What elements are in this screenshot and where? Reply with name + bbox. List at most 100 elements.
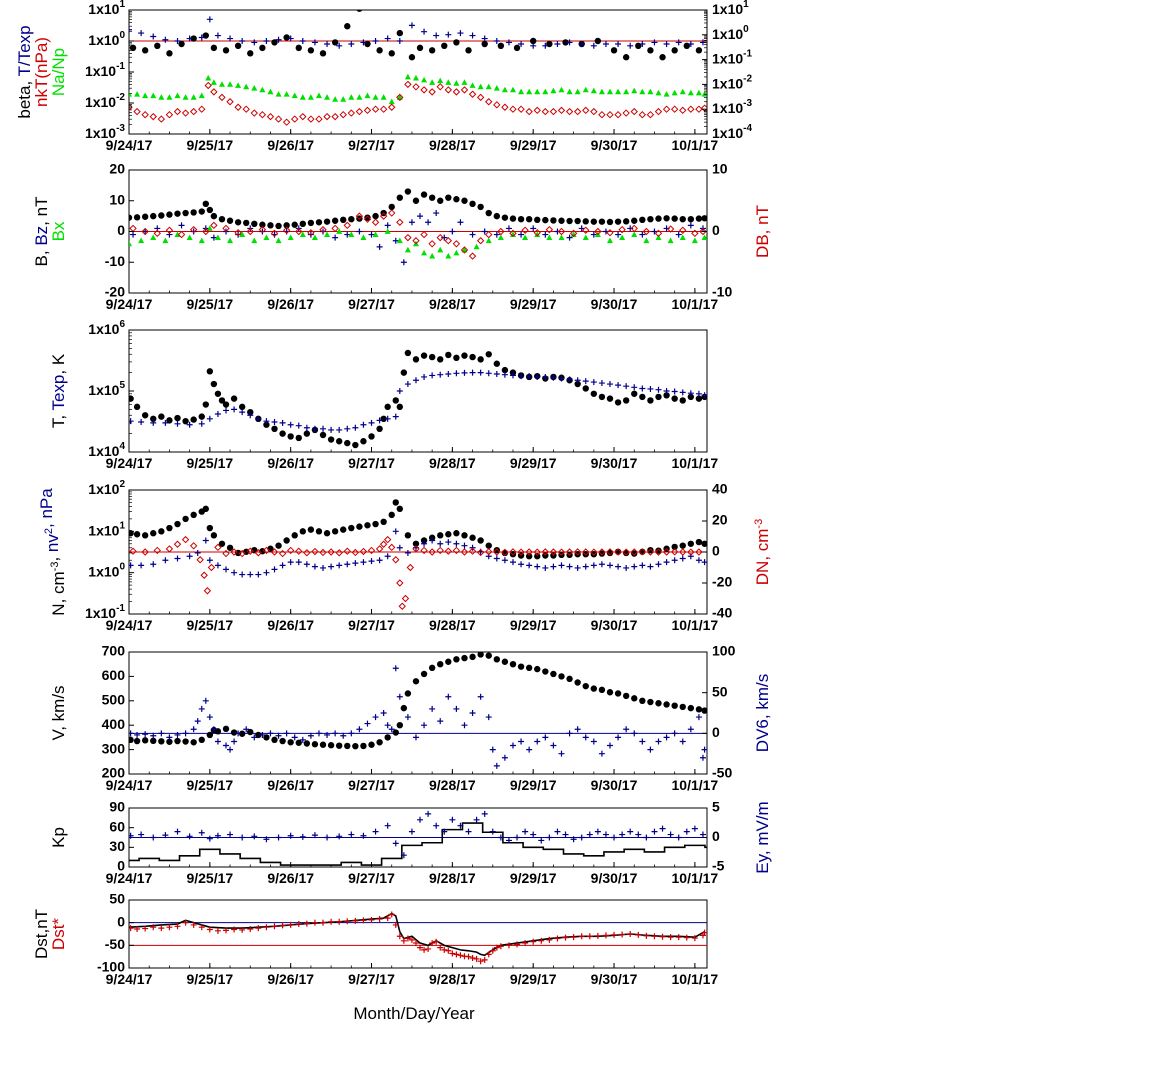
data-point: [687, 105, 695, 113]
x-tick-label: 9/24/17: [106, 777, 153, 793]
series-1: [129, 369, 707, 433]
y2-axis-label: DV6, km/s: [753, 674, 772, 752]
data-point: [404, 381, 411, 388]
data-point: [286, 546, 295, 555]
data-point: [412, 237, 420, 245]
data-point: [129, 44, 137, 52]
data-point: [420, 352, 428, 359]
x-tick-label: 9/27/17: [348, 870, 395, 886]
data-point: [275, 834, 282, 841]
data-point: [546, 234, 553, 241]
data-point: [485, 370, 492, 377]
data-point: [129, 26, 132, 33]
data-point: [453, 530, 460, 537]
data-point: [267, 730, 274, 737]
data-point: [631, 550, 638, 557]
data-point: [701, 215, 707, 222]
data-point: [460, 548, 469, 556]
data-point: [493, 85, 500, 91]
data-point: [158, 94, 165, 100]
data-point: [368, 231, 375, 238]
data-point: [565, 107, 574, 116]
data-point: [380, 518, 387, 526]
data-point: [412, 940, 419, 947]
data-point: [250, 109, 259, 117]
data-point: [388, 98, 395, 105]
data-point: [202, 227, 210, 236]
data-point: [129, 240, 132, 247]
data-point: [476, 93, 485, 102]
data-point: [670, 105, 679, 113]
panel-beta: 9/24/17 9/25/17 9/26/17 9/27/17 9/28/17 9/29/…: [15, 0, 752, 153]
data-point: [530, 831, 537, 838]
data-point: [315, 730, 322, 737]
data-point: [299, 833, 306, 840]
data-point: [514, 834, 521, 841]
data-point: [655, 89, 662, 96]
data-point: [158, 413, 165, 420]
data-point: [190, 94, 197, 100]
data-point: [631, 384, 638, 391]
data-point: [679, 548, 687, 556]
data-point: [364, 522, 371, 529]
data-point: [485, 714, 492, 721]
data-point: [639, 562, 646, 569]
data-point: [158, 738, 165, 745]
data-point: [315, 115, 323, 123]
data-point: [251, 237, 258, 244]
data-point: [149, 112, 157, 121]
data-point: [412, 377, 419, 384]
y-axis-label-line: V, km/s: [49, 685, 68, 740]
data-point: [238, 403, 246, 411]
data-point: [376, 557, 383, 564]
data-point: [610, 47, 618, 54]
data-point: [590, 231, 597, 238]
y-tick-label: 10: [109, 191, 125, 207]
data-point: [606, 237, 613, 244]
data-point: [501, 371, 508, 378]
data-point: [598, 550, 606, 557]
data-point: [174, 210, 181, 217]
data-point: [679, 234, 686, 241]
data-point: [578, 933, 585, 940]
data-point: [259, 221, 266, 228]
data-point: [578, 834, 585, 841]
x-tick-label: 9/24/17: [106, 137, 153, 153]
data-point: [534, 563, 541, 570]
data-point: [525, 553, 533, 560]
data-point: [258, 225, 267, 234]
data-point: [291, 115, 299, 123]
data-point: [663, 392, 670, 399]
data-point: [441, 828, 448, 835]
data-point: [150, 924, 157, 931]
data-point: [699, 227, 707, 236]
data-point: [408, 22, 415, 29]
data-point: [287, 234, 294, 241]
data-point: [542, 88, 549, 95]
data-point: [134, 731, 141, 738]
data-point: [404, 532, 412, 539]
data-point: [401, 594, 410, 603]
data-point: [679, 542, 686, 549]
series-1: [129, 810, 706, 859]
panel-mag: 9/24/17 9/25/17 9/26/17 9/27/17 9/28/17 9/29/…: [32, 161, 772, 312]
data-point: [182, 94, 189, 100]
data-point: [654, 107, 663, 116]
data-point: [465, 953, 472, 960]
data-point: [371, 218, 380, 226]
data-point: [239, 834, 246, 841]
data-point: [570, 934, 577, 941]
data-point: [142, 228, 149, 235]
data-point: [701, 234, 707, 241]
data-point: [251, 39, 258, 46]
data-point: [206, 524, 214, 532]
data-point: [368, 741, 375, 748]
y2-tick-label: -40: [712, 605, 732, 621]
data-point: [505, 225, 512, 232]
data-point: [598, 88, 605, 95]
data-point: [324, 731, 331, 738]
data-point: [622, 54, 630, 61]
data-point: [590, 550, 598, 558]
data-point: [445, 252, 452, 259]
data-point: [663, 559, 670, 566]
